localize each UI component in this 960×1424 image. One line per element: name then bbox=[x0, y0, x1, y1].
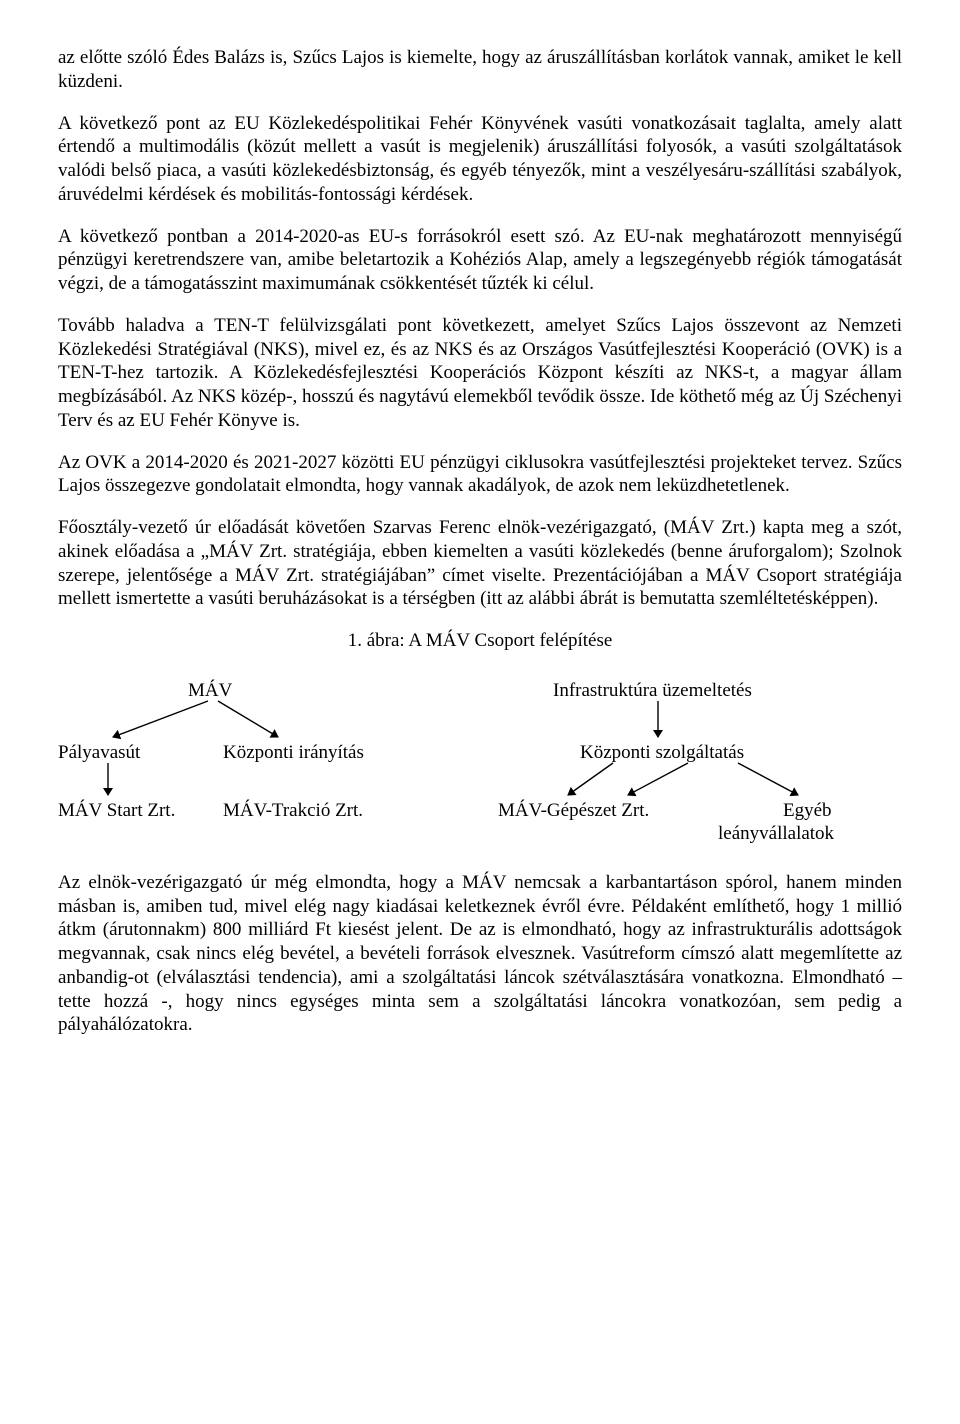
org-edge bbox=[738, 763, 798, 795]
org-node-mavstart: MÁV Start Zrt. bbox=[58, 799, 175, 823]
org-node-mavtrakcio: MÁV-Trakció Zrt. bbox=[223, 799, 363, 823]
org-node-leany: leányvállalatok bbox=[718, 822, 834, 846]
org-node-mavgep: MÁV-Gépészet Zrt. bbox=[498, 799, 649, 823]
org-node-infra: Infrastruktúra üzemeltetés bbox=[553, 679, 752, 703]
paragraph: Tovább haladva a TEN-T felülvizsgálati p… bbox=[58, 314, 902, 433]
paragraph: Az OVK a 2014-2020 és 2021-2027 közötti … bbox=[58, 451, 902, 499]
paragraph: Főosztály-vezető úr előadását követően S… bbox=[58, 516, 902, 611]
org-chart: MÁV Infrastruktúra üzemeltetés Pályavasút K… bbox=[58, 679, 902, 849]
org-node-mav: MÁV bbox=[188, 679, 232, 703]
org-node-palyavasut: Pályavasút bbox=[58, 741, 140, 765]
org-node-egyeb: Egyéb bbox=[783, 799, 832, 823]
paragraph: Az elnök-vezérigazgató úr még elmondta, … bbox=[58, 871, 902, 1037]
org-edge bbox=[113, 701, 208, 737]
paragraph: A következő pontban a 2014-2020-as EU-s … bbox=[58, 225, 902, 296]
paragraph: az előtte szóló Édes Balázs is, Szűcs La… bbox=[58, 46, 902, 94]
figure-title: 1. ábra: A MÁV Csoport felépítése bbox=[58, 629, 902, 653]
org-node-kozpszolg: Központi szolgáltatás bbox=[580, 741, 744, 765]
paragraph: A következő pont az EU Közlekedéspolitik… bbox=[58, 112, 902, 207]
org-node-kozpiran: Központi irányítás bbox=[223, 741, 364, 765]
org-edge bbox=[568, 763, 613, 795]
org-edge bbox=[628, 763, 688, 795]
org-edge bbox=[218, 701, 278, 737]
